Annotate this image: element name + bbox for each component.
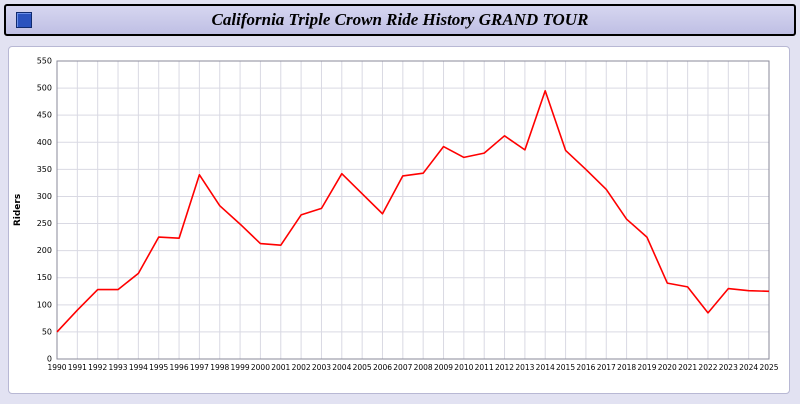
svg-text:1998: 1998	[210, 363, 229, 372]
svg-text:2014: 2014	[536, 363, 555, 372]
svg-text:550: 550	[37, 57, 52, 66]
y-axis-label: Riders	[13, 194, 23, 226]
svg-text:1995: 1995	[149, 363, 168, 372]
svg-text:2004: 2004	[332, 363, 351, 372]
svg-text:100: 100	[37, 300, 52, 309]
title-bar: California Triple Crown Ride History GRA…	[4, 4, 796, 36]
svg-text:300: 300	[37, 192, 52, 201]
svg-text:1996: 1996	[170, 363, 189, 372]
svg-text:2001: 2001	[271, 363, 290, 372]
svg-text:2009: 2009	[434, 363, 453, 372]
svg-text:2011: 2011	[475, 363, 494, 372]
svg-text:1999: 1999	[231, 363, 250, 372]
svg-text:2010: 2010	[454, 363, 473, 372]
svg-text:250: 250	[37, 219, 52, 228]
svg-text:1997: 1997	[190, 363, 209, 372]
svg-text:1990: 1990	[47, 363, 66, 372]
svg-text:2005: 2005	[353, 363, 372, 372]
svg-text:2003: 2003	[312, 363, 331, 372]
svg-text:2013: 2013	[515, 363, 534, 372]
svg-text:500: 500	[37, 84, 52, 93]
svg-text:2018: 2018	[617, 363, 636, 372]
svg-text:0: 0	[47, 355, 52, 364]
svg-text:350: 350	[37, 165, 52, 174]
svg-text:2007: 2007	[393, 363, 412, 372]
blue-square-icon	[16, 12, 32, 28]
svg-text:2012: 2012	[495, 363, 514, 372]
svg-text:50: 50	[42, 327, 52, 336]
svg-text:2008: 2008	[414, 363, 433, 372]
chart-title: California Triple Crown Ride History GRA…	[211, 10, 589, 29]
svg-text:1992: 1992	[88, 363, 107, 372]
svg-text:2020: 2020	[658, 363, 677, 372]
chart-panel: 0 50 100 150 200 250 300 350 400 450 500 550 1990 199…	[8, 46, 790, 394]
svg-text:400: 400	[37, 138, 52, 147]
svg-text:2024: 2024	[739, 363, 758, 372]
svg-text:2002: 2002	[292, 363, 311, 372]
svg-text:2025: 2025	[759, 363, 778, 372]
svg-text:2016: 2016	[576, 363, 595, 372]
svg-text:2023: 2023	[719, 363, 738, 372]
svg-text:1993: 1993	[108, 363, 127, 372]
svg-text:2015: 2015	[556, 363, 575, 372]
svg-text:450: 450	[37, 111, 52, 120]
svg-text:2022: 2022	[698, 363, 717, 372]
svg-text:2000: 2000	[251, 363, 270, 372]
svg-text:2017: 2017	[597, 363, 616, 372]
svg-text:1994: 1994	[129, 363, 148, 372]
svg-text:2019: 2019	[637, 363, 656, 372]
svg-text:2021: 2021	[678, 363, 697, 372]
svg-text:150: 150	[37, 273, 52, 282]
svg-text:2006: 2006	[373, 363, 392, 372]
svg-text:200: 200	[37, 246, 52, 255]
svg-text:1991: 1991	[68, 363, 87, 372]
